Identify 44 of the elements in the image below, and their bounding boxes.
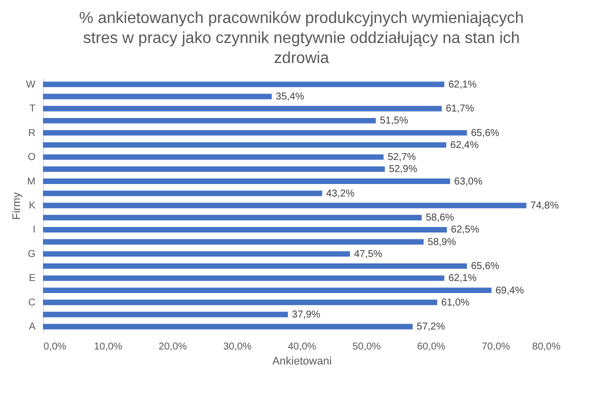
data-label: 69,4% bbox=[495, 285, 524, 296]
data-label: 65,6% bbox=[470, 261, 500, 272]
y-tick-label: G bbox=[28, 248, 36, 260]
y-tick-label: A bbox=[28, 322, 36, 333]
y-tick-label: R bbox=[28, 128, 36, 139]
data-label: 62,1% bbox=[448, 79, 477, 90]
y-tick-label: I bbox=[32, 224, 36, 236]
data-label: 57,2% bbox=[416, 322, 446, 333]
data-label: 52,9% bbox=[388, 164, 418, 176]
x-tick-label: 50,0% bbox=[352, 342, 381, 352]
x-tick-label: 70,0% bbox=[482, 342, 510, 352]
x-tick-label: 0,0% bbox=[44, 342, 66, 352]
x-tick-label: 60,0% bbox=[417, 342, 446, 352]
data-label: 47,5% bbox=[354, 248, 382, 260]
y-tick-label: O bbox=[28, 152, 36, 164]
y-tick-label: M bbox=[27, 176, 36, 188]
data-label: 63,0% bbox=[454, 176, 483, 188]
y-tick-label: K bbox=[28, 200, 36, 212]
data-label: 61,7% bbox=[446, 104, 474, 115]
data-label: 62,1% bbox=[448, 273, 477, 284]
x-tick-label: 10,0% bbox=[94, 342, 122, 352]
data-label: 37,9% bbox=[292, 310, 320, 321]
y-tick-label: T bbox=[29, 104, 36, 115]
x-tick-label: 40,0% bbox=[288, 342, 316, 352]
y-tick-label: W bbox=[26, 79, 36, 90]
data-label: 61,0% bbox=[441, 297, 470, 308]
data-label: 62,4% bbox=[450, 140, 479, 151]
data-label: 74,8% bbox=[530, 200, 559, 212]
data-label: 52,7% bbox=[388, 152, 416, 164]
data-label: 51,5% bbox=[380, 116, 408, 127]
x-tick-label: 80,0% bbox=[532, 342, 561, 352]
x-axis-title: Ankietowani bbox=[272, 356, 332, 368]
y-tick-label: C bbox=[28, 297, 36, 308]
data-label: 43,2% bbox=[326, 188, 355, 200]
data-label: 65,6% bbox=[470, 128, 500, 139]
chart-title: % ankietowanych pracowników produkcyjnych wymieniających stres w pracy jako czynnik negtywnie oddziałujący na stan ich zdrowia bbox=[79, 10, 524, 67]
data-label: 58,6% bbox=[426, 212, 454, 224]
y-axis-title: Firmy bbox=[11, 192, 24, 220]
data-label: 62,5% bbox=[450, 224, 480, 236]
x-tick-label: 20,0% bbox=[158, 342, 188, 352]
x-tick-label: 30,0% bbox=[223, 342, 252, 352]
y-tick-label: E bbox=[28, 273, 36, 284]
data-label: 58,9% bbox=[428, 236, 456, 248]
data-label: 35,4% bbox=[276, 91, 304, 102]
